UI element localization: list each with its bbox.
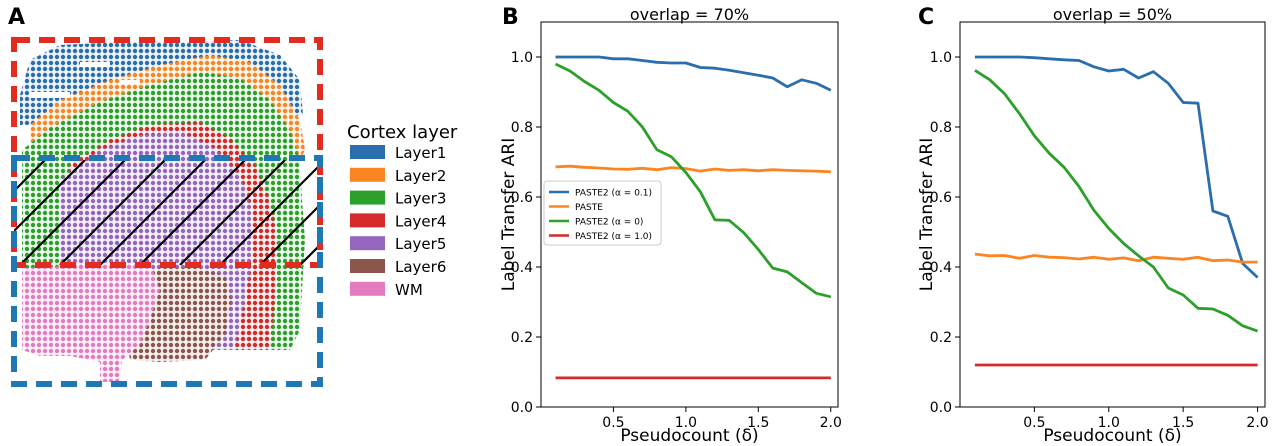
x-tick-label: 2.0	[1246, 415, 1268, 431]
legend-swatch-layer1	[350, 145, 385, 159]
y-tick-label: 0.6	[930, 190, 952, 206]
y-tick-label: 0.2	[511, 330, 533, 346]
panel-b-chart: B overlap = 70% 0.5 1.0 1.5 2.0 0.0 0.2 0.4 0.6 0…	[499, 5, 842, 446]
panel-c-chart: C overlap = 50% 0.5 1.0 1.5 2.0 0.0 0.2 0.4 0.6 0…	[917, 5, 1269, 446]
series-line-2	[974, 69, 1259, 333]
x-tick-label: 2.0	[820, 415, 842, 431]
tissue-wm	[22, 262, 160, 382]
y-tick-label: 0.8	[930, 120, 952, 136]
series-line-0	[555, 55, 832, 92]
series-line-0	[974, 55, 1259, 279]
plot-frame	[540, 21, 839, 408]
legend-entry-1: PASTE	[575, 203, 603, 213]
y-tick-label: 0.6	[511, 190, 533, 206]
panel-b-letter: B	[502, 5, 519, 30]
layer-legend: Layer1 Layer2 Layer3 Layer4 Layer5 Layer6 WM	[350, 144, 446, 299]
legend-swatch-layer3	[350, 190, 385, 205]
overlap-hatching	[14, 160, 320, 265]
legend-swatch-layer6	[350, 259, 385, 273]
tissue-gap	[30, 92, 70, 98]
x-tick-label: 1.0	[1098, 415, 1120, 431]
y-tick-label: 0.4	[511, 260, 533, 276]
x-tick-label: 1.5	[747, 415, 769, 431]
legend-label-layer4: Layer4	[395, 212, 446, 230]
x-tick-label: 1.5	[1172, 415, 1194, 431]
legend-entry-3: PASTE2 (α = 1.0)	[575, 232, 652, 242]
y-tick-label: 0.4	[930, 260, 952, 276]
tissue-gap	[80, 62, 110, 67]
chart-title: overlap = 50%	[1053, 5, 1172, 24]
slice-a-box	[11, 37, 323, 268]
legend-label-layer3: Layer3	[395, 190, 446, 208]
y-axis-label: Label Transfer ARI	[917, 138, 937, 291]
x-tick-label: 0.5	[602, 415, 624, 431]
x-axis-label: Pseudocount (δ)	[1043, 426, 1181, 446]
slice-b-box	[11, 155, 323, 387]
y-axis-label: Label Transfer ARI	[499, 138, 519, 291]
x-tick-label: 0.5	[1023, 415, 1045, 431]
panel-a-letter: A	[8, 5, 25, 30]
y-tick-label: 0.2	[930, 330, 952, 346]
legend-label-wm: WM	[395, 281, 423, 299]
legend-swatch-layer4	[350, 213, 385, 228]
legend-label-layer6: Layer6	[395, 258, 446, 276]
series-line-2	[554, 62, 832, 299]
x-axis-label: Pseudocount (δ)	[620, 426, 758, 446]
legend-title: Cortex layer	[347, 122, 458, 143]
y-tick-label: 0.8	[511, 120, 533, 136]
legend-label-layer5: Layer5	[395, 235, 446, 253]
tissue-gap	[120, 80, 140, 84]
legend-entry-2: PASTE2 (α = 0)	[575, 218, 643, 228]
plot-frame	[959, 21, 1266, 408]
x-tick-label: 1.0	[675, 415, 697, 431]
legend-label-layer2: Layer2	[395, 167, 446, 185]
y-tick-label: 1.0	[511, 50, 533, 66]
y-tick-label: 1.0	[930, 50, 952, 66]
chart-legend	[543, 180, 662, 246]
legend-swatch-wm	[350, 281, 385, 296]
legend-entry-0: PASTE2 (α = 0.1)	[575, 189, 652, 199]
series-line-1	[555, 164, 831, 174]
panel-c-letter: C	[918, 5, 934, 30]
series-line-1	[974, 252, 1258, 264]
legend-swatch-layer5	[350, 236, 385, 251]
chart-title: overlap = 70%	[630, 5, 749, 24]
legend-label-layer1: Layer1	[395, 144, 446, 162]
y-tick-label: 0.0	[511, 400, 533, 416]
legend-swatch-layer2	[350, 167, 385, 182]
y-tick-label: 0.0	[930, 400, 952, 416]
